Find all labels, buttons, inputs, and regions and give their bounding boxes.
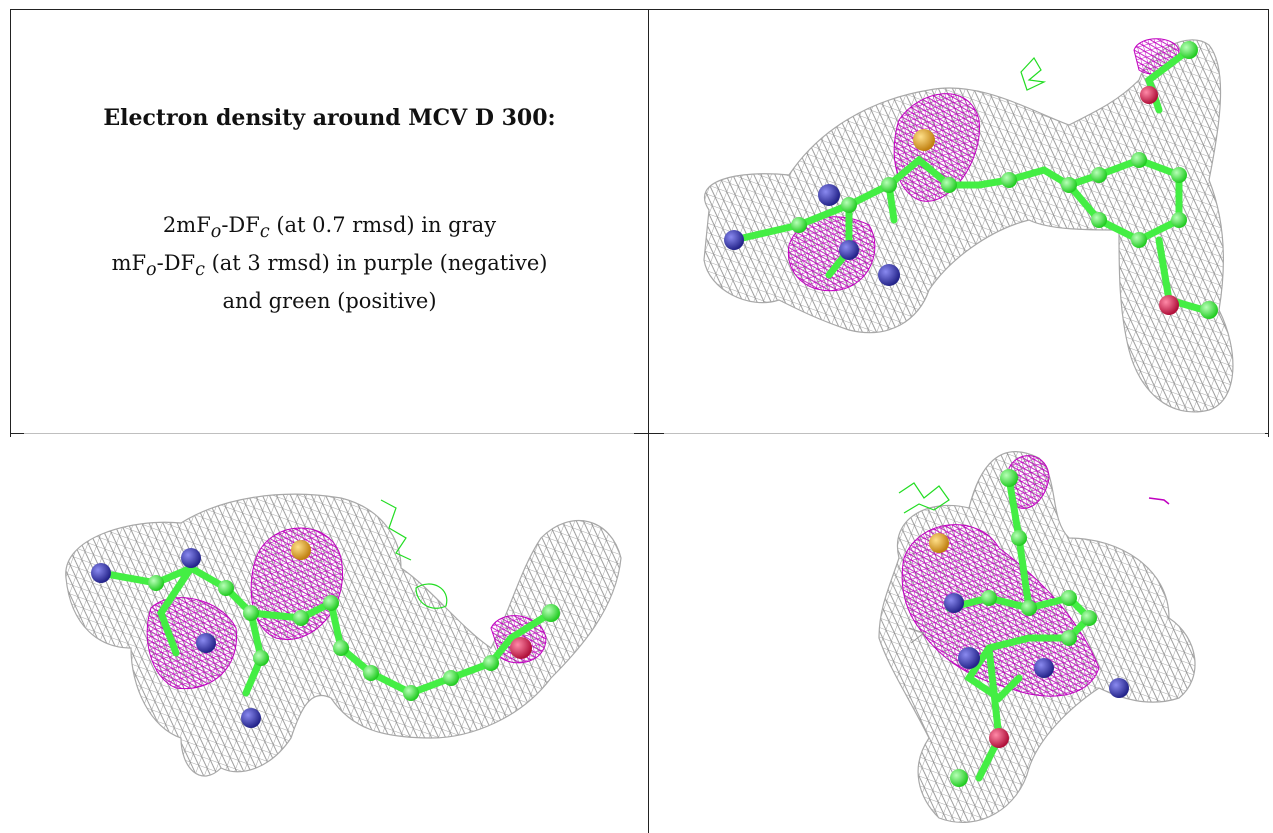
grid-top-border [10,9,1268,10]
legend-title: Electron density around MCV D 300: [103,105,556,131]
grid-middle-divider [648,9,649,437]
legend-line-positive: and green (positive) [222,289,437,314]
gray-density-mesh [703,39,1234,413]
grid-row-separator [10,433,648,434]
legend-description: 2mFo-DFc (at 0.7 rmsd) in gray mFo-DFc (… [11,210,648,317]
atoms [91,540,560,728]
grid-row-separator [649,433,1268,434]
legend-cell: Electron density around MCV D 300: 2mFo-… [11,10,648,433]
grid-left-border [10,9,11,437]
grid-tick [10,433,24,434]
atoms [724,41,1218,319]
atoms [929,469,1129,787]
density-view-3 [649,438,1268,833]
negative-density-purple [901,455,1100,697]
negative-density-purple [787,38,1180,292]
positive-density-green [380,499,448,609]
grid-tick [1265,433,1269,434]
legend-line-gray: 2mFo-DFc (at 0.7 rmsd) in gray [162,213,497,243]
density-view-2 [11,438,648,833]
grid-right-border [1268,9,1269,437]
grid-tick [634,433,664,434]
positive-density-green [1020,56,1047,91]
positive-density-green [898,482,950,514]
gray-density-mesh [65,493,622,777]
grid-middle-divider-lower [648,437,649,833]
stray-density-fragments [908,497,1170,644]
density-view-1 [649,10,1268,433]
legend-line-difference: mFo-DFc (at 3 rmsd) in purple (negative) [111,251,548,281]
